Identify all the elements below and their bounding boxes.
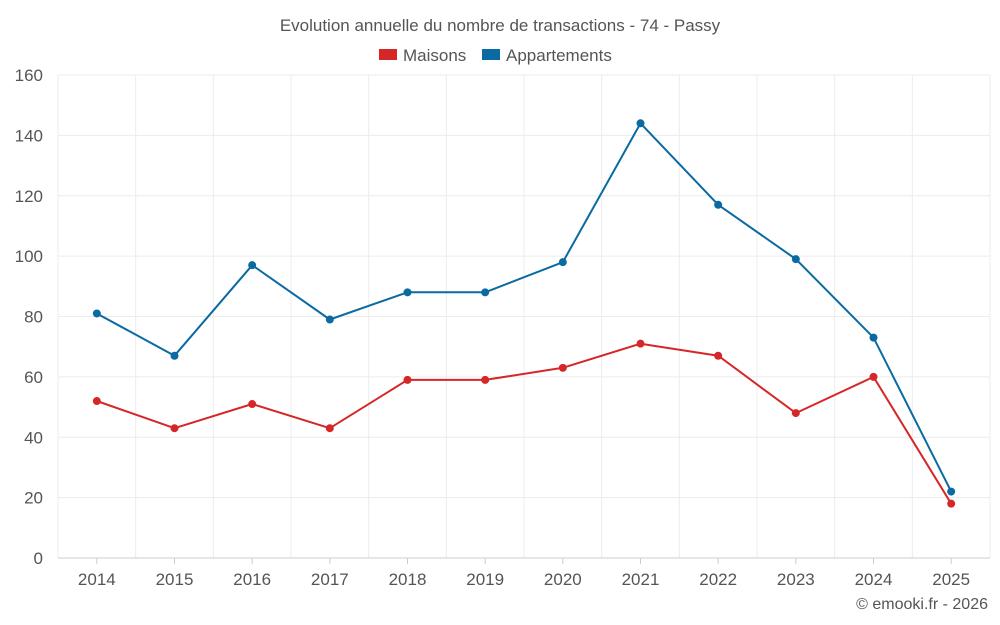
series-line-appartements [96,122,953,493]
x-tick-label: 2018 [389,570,427,589]
data-point-maisons [636,339,645,348]
y-tick-label: 120 [15,187,43,206]
y-tick-label: 160 [15,66,43,85]
data-point-maisons [558,363,567,372]
data-point-appartements [325,315,334,324]
credit-text: © emooki.fr - 2026 [856,596,988,613]
y-tick-label: 20 [24,489,43,508]
legend-swatch-maisons [379,49,397,60]
data-point-appartements [869,333,878,342]
x-tick-label: 2020 [544,570,582,589]
y-tick-label: 140 [15,126,43,145]
data-point-appartements [170,351,179,360]
x-tick-label: 2022 [699,570,737,589]
y-tick-label: 40 [24,428,43,447]
data-point-appartements [714,200,723,209]
data-point-appartements [791,255,800,264]
x-tick-label: 2014 [78,570,116,589]
series-line-maisons [96,342,953,505]
x-tick-label: 2021 [622,570,660,589]
x-tick-label: 2015 [156,570,194,589]
data-point-appartements [947,487,956,496]
data-point-appartements [636,119,645,128]
grid [57,74,991,559]
legend-label-appartements[interactable]: Appartements [506,46,612,65]
data-point-maisons [325,424,334,433]
data-point-maisons [791,409,800,418]
data-point-appartements [92,309,101,318]
series-layer [92,119,956,508]
data-point-maisons [714,351,723,360]
data-point-appartements [558,258,567,267]
data-point-maisons [92,397,101,406]
data-point-maisons [403,375,412,384]
data-point-maisons [170,424,179,433]
y-tick-label: 100 [15,247,43,266]
x-tick-label: 2024 [855,570,893,589]
x-tick-label: 2016 [233,570,271,589]
legend: Maisons Appartements [379,46,612,65]
legend-label-maisons[interactable]: Maisons [403,46,466,65]
legend-swatch-appartements [482,49,500,60]
y-tick-label: 80 [24,308,43,327]
x-tick-label: 2023 [777,570,815,589]
x-tick-label: 2017 [311,570,349,589]
data-point-maisons [481,375,490,384]
data-point-appartements [403,288,412,297]
axes: 0 20 40 60 80 100 120 140 160 2014 2015 2016 2017 201… [15,66,990,589]
data-point-maisons [248,400,257,409]
x-tick-label: 2019 [466,570,504,589]
chart-title: Evolution annuelle du nombre de transact… [280,16,721,35]
x-tick-label: 2025 [932,570,970,589]
data-point-maisons [869,372,878,381]
y-tick-label: 0 [34,549,43,568]
data-point-maisons [947,499,956,508]
data-point-appartements [248,261,257,270]
data-point-appartements [481,288,490,297]
y-tick-label: 60 [24,368,43,387]
